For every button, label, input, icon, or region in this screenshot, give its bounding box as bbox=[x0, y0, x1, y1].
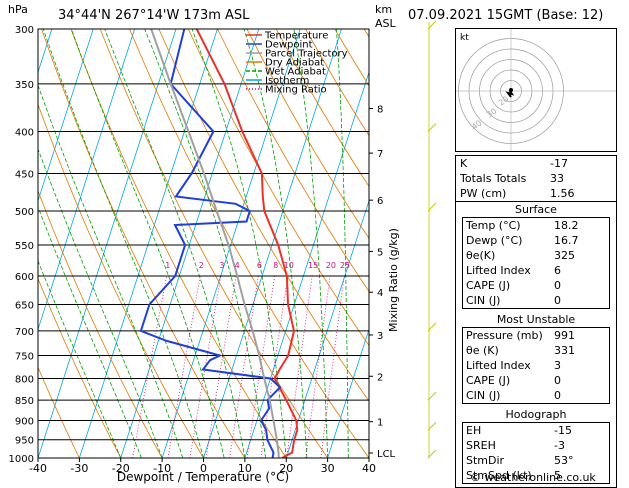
hodograph-title: Hodograph bbox=[456, 407, 616, 422]
mixing-ratio-line bbox=[206, 276, 236, 458]
height-tick-label: LCL bbox=[377, 449, 396, 460]
isotherm-line bbox=[79, 29, 217, 458]
index-row: PW (cm)1.56 bbox=[456, 186, 616, 201]
height-tick-label: 4 bbox=[377, 288, 383, 299]
mixing-ratio-label: 20 bbox=[326, 261, 336, 270]
pressure-tick-label: 350 bbox=[15, 80, 34, 91]
surface-row: θe(K)325 bbox=[463, 248, 609, 263]
surface-row: Temp (°C)18.2 bbox=[463, 218, 609, 233]
wind-barbs bbox=[428, 21, 436, 458]
hodograph-ring-label: 30 bbox=[485, 106, 499, 119]
pressure-tick-label: 800 bbox=[15, 374, 34, 385]
height-tick-label: 8 bbox=[377, 105, 383, 116]
mixing-ratio-label: 10 bbox=[284, 261, 294, 270]
surface-title: Surface bbox=[456, 202, 616, 217]
dry-adiabat-line bbox=[130, 29, 369, 458]
height-tick-label: 7 bbox=[377, 149, 383, 160]
storm-motion-marker bbox=[509, 88, 513, 92]
pressure-tick-label: 500 bbox=[15, 207, 34, 218]
wet-adiabat-line bbox=[71, 29, 224, 458]
mixing-ratio-line bbox=[287, 276, 312, 458]
temp-tick-label: 30 bbox=[321, 462, 335, 475]
pressure-tick-label: 600 bbox=[15, 272, 34, 283]
mu-row: CIN (J)0 bbox=[463, 388, 609, 403]
mixing-ratio-label: 25 bbox=[340, 261, 350, 270]
pressure-tick-label: 900 bbox=[15, 416, 34, 427]
wet-adiabat-line bbox=[19, 29, 183, 458]
isotherm-line bbox=[0, 29, 11, 458]
surface-table: Temp (°C)18.2 Dewp (°C)16.7 θe(K)325 Lif… bbox=[462, 217, 610, 309]
mixing-ratio-axis-label: Mixing Ratio (g/kg) bbox=[387, 228, 400, 332]
pressure-tick-label: 700 bbox=[15, 327, 34, 338]
dry-adiabat-line bbox=[0, 29, 79, 458]
mixing-ratio-label: 8 bbox=[273, 261, 278, 270]
pressure-tick-label: 950 bbox=[15, 436, 34, 447]
most-unstable-title: Most Unstable bbox=[456, 312, 616, 327]
footer-credit[interactable]: © weatheronline.co.uk bbox=[470, 471, 596, 484]
mixing-ratio-label: 6 bbox=[257, 261, 262, 270]
temp-tick-label: 40 bbox=[362, 462, 376, 475]
hodograph-ring-label: 20 bbox=[497, 94, 511, 107]
x-axis-label: Dewpoint / Temperature (°C) bbox=[117, 470, 289, 484]
mu-row: θe (K)331 bbox=[463, 343, 609, 358]
pressure-tick-label: 450 bbox=[15, 169, 34, 180]
temp-tick-label: -30 bbox=[70, 462, 88, 475]
mixing-ratio-label: 2 bbox=[199, 261, 204, 270]
height-tick-label: 5 bbox=[377, 247, 383, 258]
legend-label: Mixing Ratio bbox=[265, 85, 327, 96]
pressure-tick-label: 650 bbox=[15, 301, 34, 312]
hodograph-unit-label: kt bbox=[460, 33, 469, 43]
mixing-ratio-label: 1 bbox=[165, 261, 170, 270]
mixing-ratio-label: 3 bbox=[219, 261, 224, 270]
index-row: K-17 bbox=[456, 156, 616, 171]
hodo-row: EH-15 bbox=[463, 423, 609, 438]
surface-row: Dewp (°C)16.7 bbox=[463, 233, 609, 248]
height-tick-label: 3 bbox=[377, 331, 383, 342]
dry-adiabat-line bbox=[42, 29, 245, 458]
wet-adiabat-line bbox=[336, 29, 348, 458]
height-tick-label: 2 bbox=[377, 372, 383, 383]
pressure-tick-label: 750 bbox=[15, 351, 34, 362]
dewpoint-profile bbox=[141, 29, 280, 458]
hodo-row: SREH-3 bbox=[463, 438, 609, 453]
mu-row: CAPE (J)0 bbox=[463, 373, 609, 388]
pressure-tick-label: 300 bbox=[15, 25, 34, 36]
hodograph-panel: kt 40 30 20 bbox=[455, 28, 617, 152]
mixing-ratio-label: 4 bbox=[235, 261, 240, 270]
pressure-tick-label: 550 bbox=[15, 241, 34, 252]
surface-row: CAPE (J)0 bbox=[463, 278, 609, 293]
pressure-tick-label: 850 bbox=[15, 396, 34, 407]
mixing-ratio-line bbox=[168, 276, 200, 458]
height-tick-label: 1 bbox=[377, 418, 383, 429]
wet-adiabat-line bbox=[145, 29, 266, 458]
mixing-ratio-label: 15 bbox=[308, 261, 318, 270]
height-tick-label: 6 bbox=[377, 196, 383, 207]
temp-tick-label: -40 bbox=[29, 462, 47, 475]
surface-row: CIN (J)0 bbox=[463, 293, 609, 308]
pressure-tick-label: 400 bbox=[15, 128, 34, 139]
isotherm-line bbox=[121, 29, 259, 458]
mu-row: Pressure (mb)991 bbox=[463, 328, 609, 343]
